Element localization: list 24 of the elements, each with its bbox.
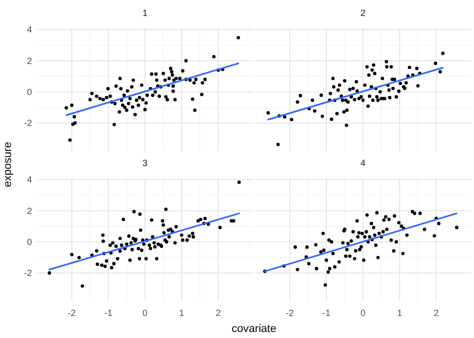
x-axis-title: covariate [232,323,276,335]
x-tick-label: 2 [434,308,439,318]
x-tick-label: 2 [216,308,221,318]
y-tick-label: -2 [24,268,32,278]
x-tick-label: -1 [104,308,112,318]
y-tick-label: 4 [26,174,32,185]
y-tick-label: 2 [26,206,32,216]
x-tick-label: 1 [397,308,402,318]
y-tick-label: -2 [24,118,32,128]
x-tick-label: 0 [142,308,148,318]
chart-title: 2 [360,8,366,18]
x-tick-label: 1 [179,308,184,318]
y-axis-title: exposure [2,142,14,188]
x-tick-label: -2 [68,308,76,318]
chart-title: 1 [142,8,148,18]
y-tick-label: 4 [26,24,32,35]
y-tick-label: 0 [26,236,32,247]
chart-title: 3 [142,158,148,168]
y-tick-label: 0 [26,86,32,97]
x-tick-label: -1 [322,308,330,318]
x-tick-label: -2 [286,308,294,318]
x-tick-label: 0 [360,308,366,318]
y-tick-label: 2 [26,56,32,66]
chart-title: 4 [360,158,366,168]
